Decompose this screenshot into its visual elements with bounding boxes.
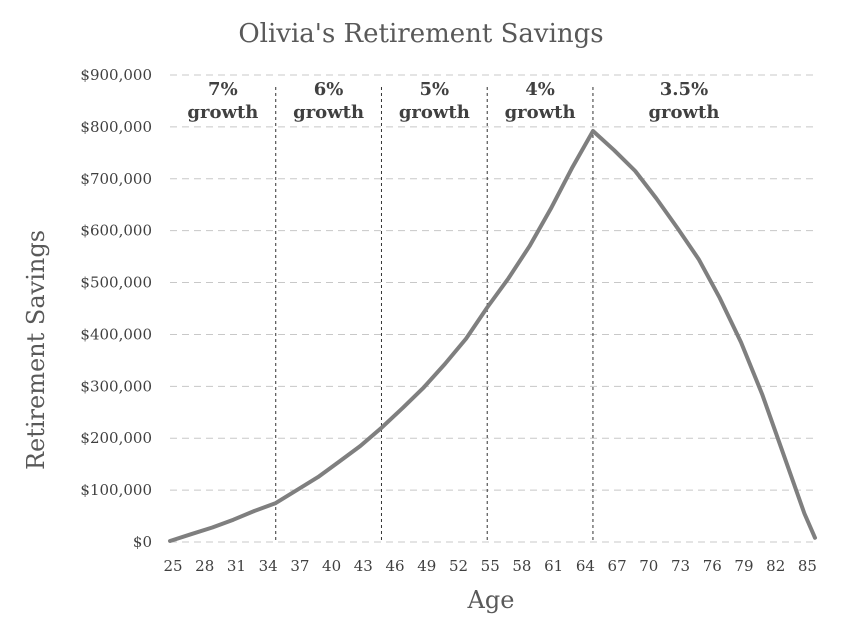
x-tick-label: 52: [449, 557, 468, 575]
y-axis-ticks: $0 $100,000 $200,000 $300,000 $400,000 $500,0…: [80, 66, 152, 551]
x-tick-label: 85: [798, 557, 817, 575]
y-tick-label: $900,000: [80, 66, 152, 84]
x-tick-label: 79: [734, 557, 753, 575]
x-axis-title: Age: [467, 586, 515, 614]
x-tick-label: 73: [671, 557, 690, 575]
x-tick-label: 43: [354, 557, 373, 575]
chart-title: Olivia's Retirement Savings: [238, 19, 603, 49]
growth-region-labels: 7%growth6%growth5%growth4%growth3.5%grow…: [187, 79, 719, 123]
x-tick-label: 34: [259, 557, 278, 575]
x-tick-label: 37: [290, 557, 309, 575]
x-tick-label: 49: [417, 557, 436, 575]
y-tick-label: $500,000: [80, 274, 152, 292]
x-axis-ticks: 25 28 31 34 37 40 43 46 49 52 55 58 61 64 67 70 73 76 79 82…: [163, 557, 817, 575]
x-tick-label: 82: [766, 557, 785, 575]
x-tick-label: 64: [576, 557, 595, 575]
y-tick-label: $100,000: [80, 481, 152, 499]
growth-rate-label: 6%: [314, 79, 344, 100]
y-tick-label: $800,000: [80, 118, 152, 136]
growth-rate-label: 3.5%: [660, 79, 708, 100]
x-tick-label: 25: [163, 557, 182, 575]
x-tick-label: 55: [481, 557, 500, 575]
growth-word-label: growth: [293, 102, 364, 123]
x-tick-label: 61: [544, 557, 563, 575]
growth-word-label: growth: [399, 102, 470, 123]
growth-word-label: growth: [648, 102, 719, 123]
growth-word-label: growth: [187, 102, 258, 123]
growth-word-label: growth: [505, 102, 576, 123]
y-tick-label: $700,000: [80, 170, 152, 188]
growth-rate-label: 4%: [525, 79, 555, 100]
savings-line: [168, 129, 817, 543]
y-tick-label: $200,000: [80, 429, 152, 447]
x-tick-label: 40: [322, 557, 341, 575]
y-tick-label: $0: [133, 533, 152, 551]
y-axis-title: Retirement Savings: [22, 230, 50, 470]
y-tick-label: $600,000: [80, 222, 152, 240]
x-tick-label: 58: [512, 557, 531, 575]
growth-dividers: [275, 87, 594, 542]
growth-rate-label: 7%: [208, 79, 238, 100]
x-tick-label: 67: [608, 557, 627, 575]
series-layer: [168, 129, 817, 543]
growth-rate-label: 5%: [420, 79, 450, 100]
x-tick-label: 46: [386, 557, 405, 575]
x-tick-label: 28: [195, 557, 214, 575]
y-tick-label: $300,000: [80, 377, 152, 395]
x-tick-label: 31: [227, 557, 246, 575]
gridlines: [170, 74, 815, 543]
x-tick-label: 76: [703, 557, 722, 575]
x-tick-label: 70: [639, 557, 658, 575]
y-tick-label: $400,000: [80, 325, 152, 343]
